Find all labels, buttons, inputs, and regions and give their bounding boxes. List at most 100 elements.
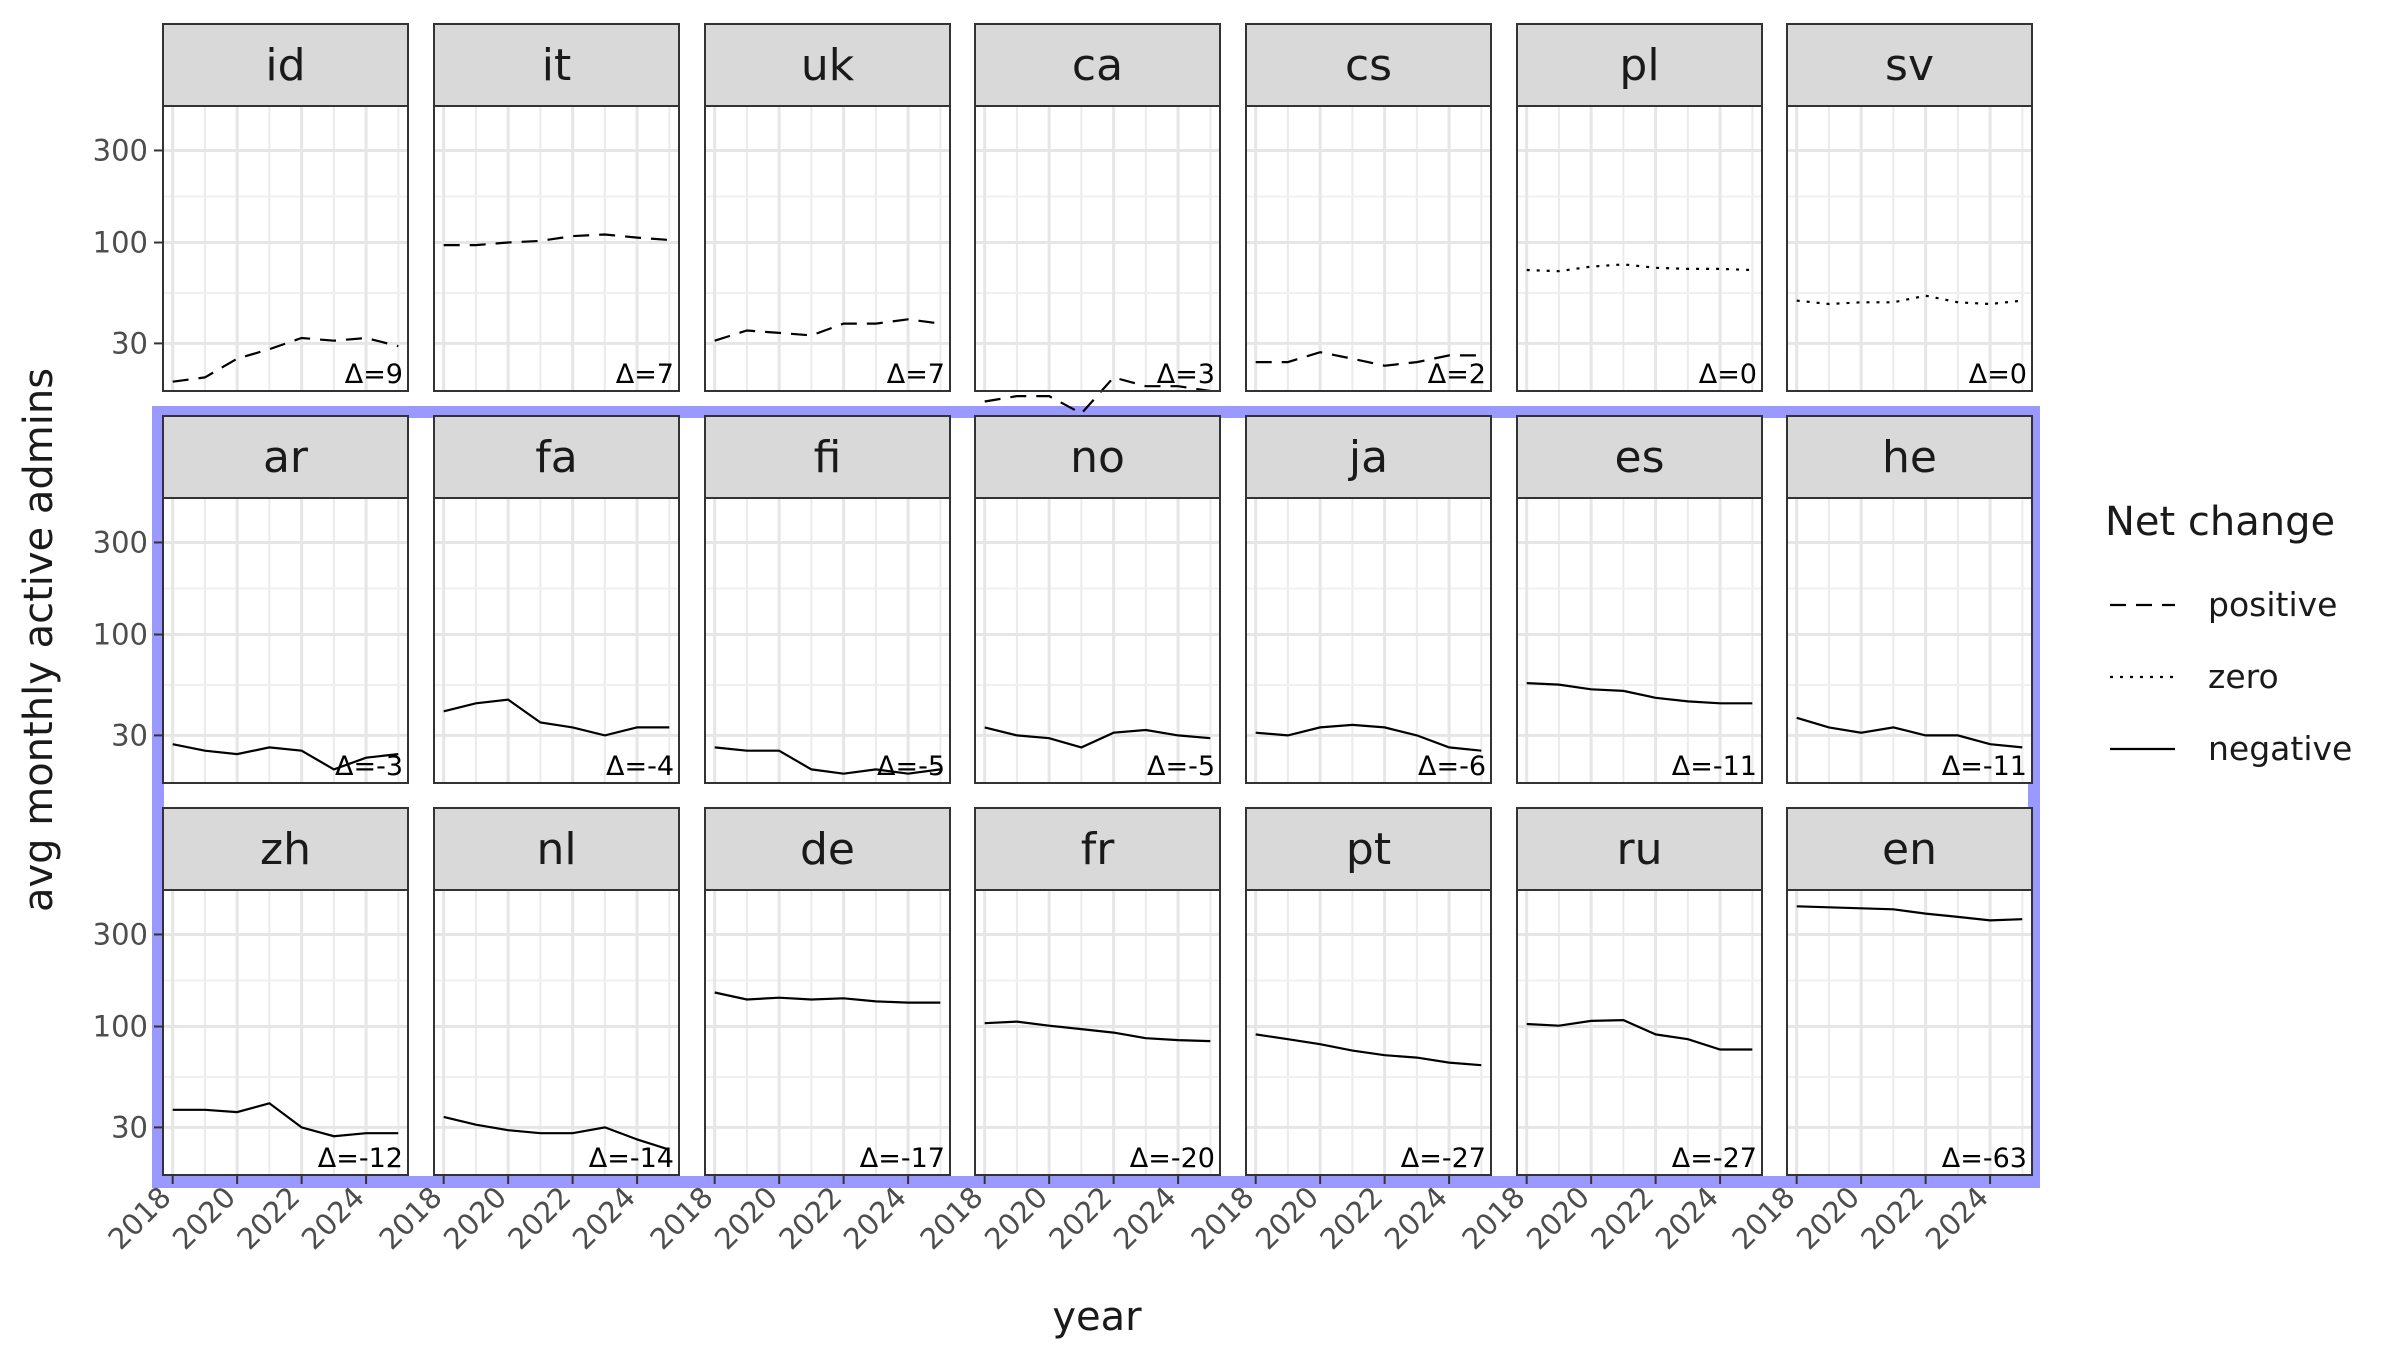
panel-strip-label: fa: [535, 432, 577, 483]
panel-strip: [704, 807, 951, 891]
panel-strip: [974, 23, 1221, 107]
y-tick-label: 300: [93, 525, 148, 559]
series-line-fr: [984, 1020, 1211, 1043]
legend-label-negative: negative: [2208, 729, 2352, 768]
panel-background: [434, 106, 679, 391]
panel-ca: ca Δ=3: [974, 23, 1221, 415]
panel-id: id Δ=9 30 100 300: [93, 23, 409, 392]
legend-title: Net change: [2105, 499, 2335, 545]
x-tick-label: 2018: [913, 1180, 989, 1256]
panel-annotation: Δ=-20: [1130, 1143, 1215, 1174]
series-line-ar: [172, 743, 399, 771]
panel-annotation: Δ=-12: [318, 1143, 403, 1174]
panel-background: [1787, 106, 2032, 391]
series-line-fi: [714, 746, 941, 775]
panel-border: [162, 889, 409, 1176]
x-tick-label: 2018: [643, 1180, 719, 1256]
panel-strip: [1786, 807, 2033, 891]
series-line-it: [443, 233, 670, 247]
panel-he: he Δ=-11: [1786, 415, 2033, 784]
y-tick-label: 100: [93, 618, 148, 652]
panel-strip: [1245, 415, 1492, 499]
panel-strip-label: sv: [1885, 40, 1934, 91]
panel-strip: [974, 807, 1221, 891]
y-tick-label: 30: [111, 718, 148, 752]
series-line-id: [172, 336, 399, 383]
panel-fa: fa Δ=-4: [433, 415, 680, 784]
series-line-pt: [1255, 1033, 1482, 1067]
y-tick-label: 30: [111, 326, 148, 360]
panel-border: [974, 105, 1221, 392]
panel-strip: [433, 415, 680, 499]
x-axis-title: year: [1052, 1294, 1142, 1340]
y-tick-label: 100: [93, 226, 148, 260]
panel-border: [1786, 889, 2033, 1176]
panel-background: [163, 498, 408, 783]
x-tick-label: 2018: [372, 1180, 448, 1256]
panel-background: [1246, 498, 1491, 783]
x-tick-label: 2024: [295, 1180, 371, 1256]
x-tick-label: 2018: [1455, 1180, 1531, 1256]
panel-strip: [162, 807, 409, 891]
x-tick-label: 2024: [1378, 1180, 1454, 1256]
panel-cs: cs Δ=2: [1245, 23, 1492, 392]
panel-annotation: Δ=-11: [1672, 751, 1757, 782]
highlight-layer: [152, 406, 2040, 1188]
panel-background: [705, 106, 950, 391]
panel-annotation: Δ=-14: [589, 1143, 674, 1174]
panel-annotation: Δ=3: [1157, 359, 1215, 390]
series-line-zh: [172, 1102, 399, 1138]
panel-border: [433, 889, 680, 1176]
x-tick-label: 2020: [708, 1180, 784, 1256]
panel-border: [162, 497, 409, 784]
panel-strip: [433, 23, 680, 107]
panel-no: no Δ=-5: [974, 415, 1221, 784]
panel-strip-label: fi: [814, 432, 842, 483]
panel-it: it Δ=7: [433, 23, 680, 392]
panel-background: [1787, 890, 2032, 1175]
y-tick-label: 100: [93, 1010, 148, 1044]
panel-strip: [1786, 23, 2033, 107]
panel-annotation: Δ=-5: [1147, 751, 1215, 782]
panel-strip: [1516, 23, 1763, 107]
panel-background: [163, 106, 408, 391]
panel-background: [1517, 498, 1762, 783]
y-tick-label: 300: [93, 917, 148, 951]
panel-annotation: Δ=-17: [860, 1143, 945, 1174]
panels-layer: idΔ=930100300itΔ=7ukΔ=7caΔ=3csΔ=2plΔ=0sv…: [93, 23, 2033, 1256]
panel-strip: [974, 415, 1221, 499]
legend-label-zero: zero: [2208, 657, 2279, 696]
series-line-nl: [443, 1115, 670, 1151]
panel-annotation: Δ=-27: [1401, 1143, 1486, 1174]
panel-border: [1786, 497, 2033, 784]
panel-strip: [704, 23, 951, 107]
panel-strip-label: cs: [1345, 40, 1392, 91]
series-line-he: [1796, 716, 2023, 749]
panel-annotation: Δ=7: [616, 359, 674, 390]
x-tick-label: 2022: [772, 1180, 848, 1256]
panel-strip: [1516, 807, 1763, 891]
panel-strip-label: it: [542, 40, 571, 91]
series-line-cs: [1255, 351, 1482, 367]
x-tick-label: 2020: [1520, 1180, 1596, 1256]
panel-annotation: Δ=0: [1699, 359, 1757, 390]
y-tick-label: 30: [111, 1110, 148, 1144]
x-tick-label: 2018: [101, 1180, 177, 1256]
panel-strip-label: fr: [1081, 824, 1115, 875]
panel-border: [1516, 889, 1763, 1176]
panel-ja: ja Δ=-6: [1245, 415, 1492, 784]
panel-background: [705, 890, 950, 1175]
panel-background: [1787, 498, 2032, 783]
panel-border: [704, 497, 951, 784]
panel-annotation: Δ=-4: [606, 751, 674, 782]
highlight-box: [152, 406, 2040, 1188]
y-tick-label: 300: [93, 133, 148, 167]
x-tick-label: 2018: [1725, 1180, 1801, 1256]
panel-pl: pl Δ=0: [1516, 23, 1763, 392]
series-line-fa: [443, 698, 670, 737]
x-tick-label: 2024: [1649, 1180, 1725, 1256]
x-tick-label: 2022: [1584, 1180, 1660, 1256]
panel-annotation: Δ=-11: [1942, 751, 2027, 782]
